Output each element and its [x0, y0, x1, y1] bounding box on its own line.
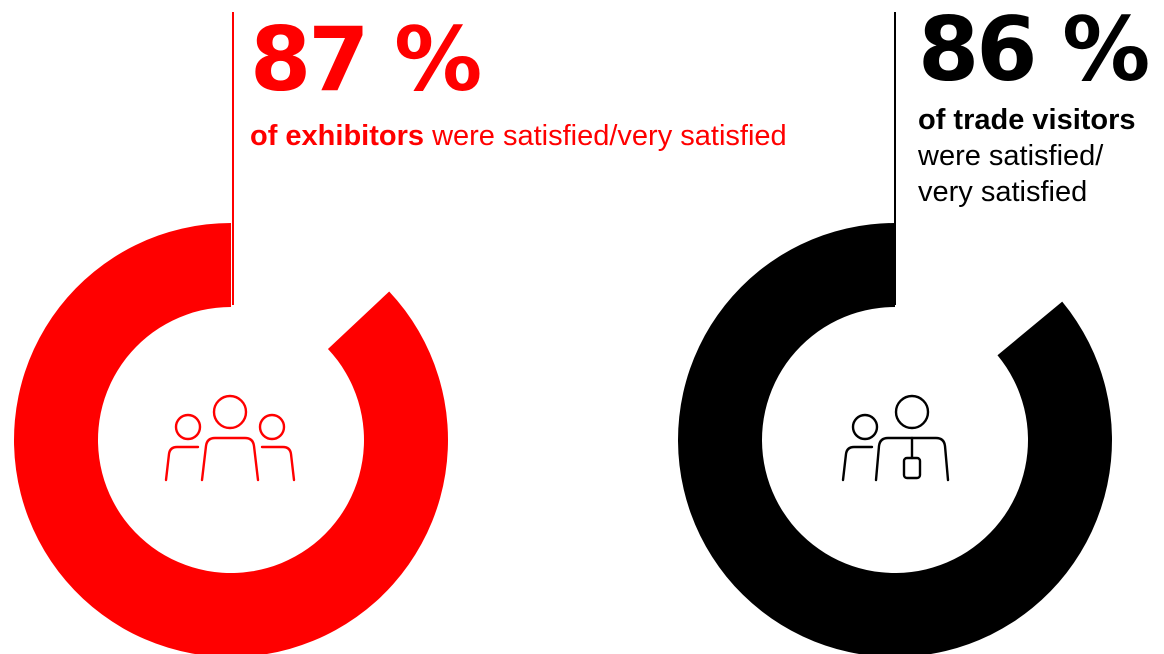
visitors-stat: 86 % of trade visitors were satisfied/ v…: [918, 6, 1164, 210]
exhibitors-satisfied-arc: [14, 223, 448, 654]
visitor-with-badge-icon: [841, 394, 950, 482]
exhibitors-donut-chart: [14, 12, 448, 654]
group-people-icon: [164, 394, 296, 482]
visitors-caption-rest: were satisfied/ very satisfied: [918, 140, 1104, 208]
exhibitors-caption-rest: were satisfied/very satisfied: [424, 120, 787, 152]
exhibitors-percentage: 87 %: [250, 8, 482, 111]
visitors-caption: of trade visitors were satisfied/ very s…: [918, 102, 1164, 210]
exhibitors-stat: 87 % of exhibitors were satisfied/very s…: [250, 16, 787, 154]
exhibitors-caption-bold: of exhibitors: [250, 120, 425, 152]
visitors-caption-bold: of trade visitors: [918, 104, 1136, 136]
visitors-percentage: 86 %: [918, 0, 1150, 101]
visitors-donut-chart: [678, 12, 1112, 654]
exhibitors-caption: of exhibitors were satisfied/very satisf…: [250, 118, 787, 154]
visitors-satisfied-arc: [678, 223, 1112, 654]
